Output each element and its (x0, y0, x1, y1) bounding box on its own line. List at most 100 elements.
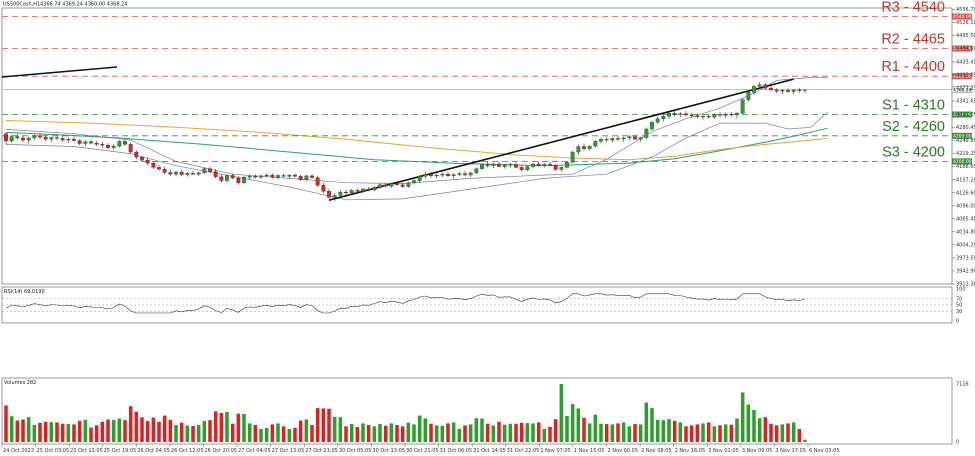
volume-bar (797, 428, 802, 442)
volume-bar (49, 422, 54, 442)
candle-body (491, 163, 496, 166)
x-tick-label: 3 Nov 17:05 (775, 448, 806, 454)
x-tick-label: 24 Oct 2023 (3, 448, 34, 454)
candle (735, 112, 739, 119)
candle-body (684, 113, 688, 116)
volume-bar (440, 425, 445, 442)
x-tick-label: 3 Nov 09:05 (742, 448, 773, 454)
level-price-tag (952, 45, 972, 52)
candle-body (202, 168, 207, 174)
candle (587, 145, 592, 151)
candle (655, 116, 660, 124)
candle-body (287, 174, 292, 177)
candle (174, 170, 178, 177)
candle (15, 133, 20, 141)
candle (383, 182, 388, 188)
x-tick-label: 27 Oct 04:05 (238, 448, 271, 454)
candle-body (644, 128, 649, 138)
candle-body (230, 175, 235, 179)
volume-bar (757, 418, 762, 442)
candle-body (389, 183, 394, 187)
candle-body (718, 114, 722, 116)
volume-bar (604, 424, 609, 442)
candle-body (417, 176, 422, 181)
x-tick-label: 6 Nov 03:05 (809, 448, 840, 454)
volume-bar (718, 425, 722, 442)
volume-bar (38, 422, 42, 442)
volume-bar (508, 423, 513, 442)
candle-body (542, 164, 547, 166)
volume-bar (542, 428, 547, 442)
candle-body (4, 133, 8, 142)
volume-bar (752, 410, 756, 442)
volume-bar (123, 420, 127, 442)
volume-bar (344, 426, 348, 442)
volume-bar (780, 424, 785, 442)
candle-body (457, 173, 462, 175)
volume-bar (553, 419, 558, 442)
candle (281, 173, 286, 178)
candle (327, 188, 331, 199)
volume-bar (219, 412, 224, 442)
candle-body (667, 113, 671, 117)
rsi-line (5, 293, 806, 314)
volume-bar (174, 425, 178, 442)
volume-bar (502, 424, 507, 442)
volume-bar (746, 404, 751, 442)
candle (502, 163, 507, 169)
candle-body (264, 174, 269, 177)
candle-body (803, 89, 807, 91)
volume-bar (463, 425, 467, 442)
candle-body (94, 142, 99, 145)
bollinger-lower-line (5, 111, 828, 201)
level-price-tag-text: 4465.00 (953, 46, 972, 52)
candle-body (570, 151, 575, 163)
uptrend-line (328, 78, 794, 201)
level-price-tag (952, 73, 972, 80)
candle (774, 88, 779, 94)
candle (270, 173, 275, 179)
candle (106, 143, 110, 150)
candle-body (298, 176, 303, 180)
candle-body (508, 164, 513, 166)
volume-bar (310, 425, 314, 442)
volume-bar (468, 424, 473, 442)
volume-bar (548, 426, 552, 442)
x-tick-label: 1 Nov 07:05 (540, 448, 571, 454)
candle-body (123, 141, 127, 145)
x-tick-label: 27 Oct 13:05 (272, 448, 305, 454)
candle (134, 150, 139, 160)
candle (26, 136, 31, 144)
candle-body (559, 167, 564, 170)
candle-body (128, 144, 133, 153)
candle-body (38, 135, 42, 138)
candle-body (548, 164, 552, 166)
volume-bar (706, 422, 711, 442)
volume-bar (151, 417, 156, 442)
x-tick-label: 30 Oct 21:05 (406, 448, 439, 454)
level-label: S1 - 4310 (882, 98, 945, 114)
volume-bar (361, 423, 365, 442)
candle-body (474, 168, 479, 174)
volume-bar (338, 417, 343, 442)
volume-bar (9, 416, 14, 442)
candle-body (689, 114, 694, 116)
volume-bar (616, 423, 620, 442)
volume-bar (701, 423, 705, 442)
volume-bar (372, 426, 377, 442)
candle (145, 157, 150, 165)
level-price-tag-text: 4310.00 (953, 112, 972, 118)
volume-bar (389, 423, 394, 442)
volume-bar (400, 426, 405, 442)
candle-body (43, 136, 48, 140)
candle (55, 134, 59, 141)
candle-body (480, 164, 484, 169)
candle-body (378, 184, 382, 188)
y-tick-label: 4433.45 (956, 60, 975, 66)
candle-body (55, 137, 59, 139)
candle-body (672, 113, 677, 115)
level-label: S2 - 4260 (882, 119, 945, 135)
volume-bar (644, 402, 649, 442)
volume-bar (803, 439, 807, 442)
candle-body (740, 99, 745, 114)
